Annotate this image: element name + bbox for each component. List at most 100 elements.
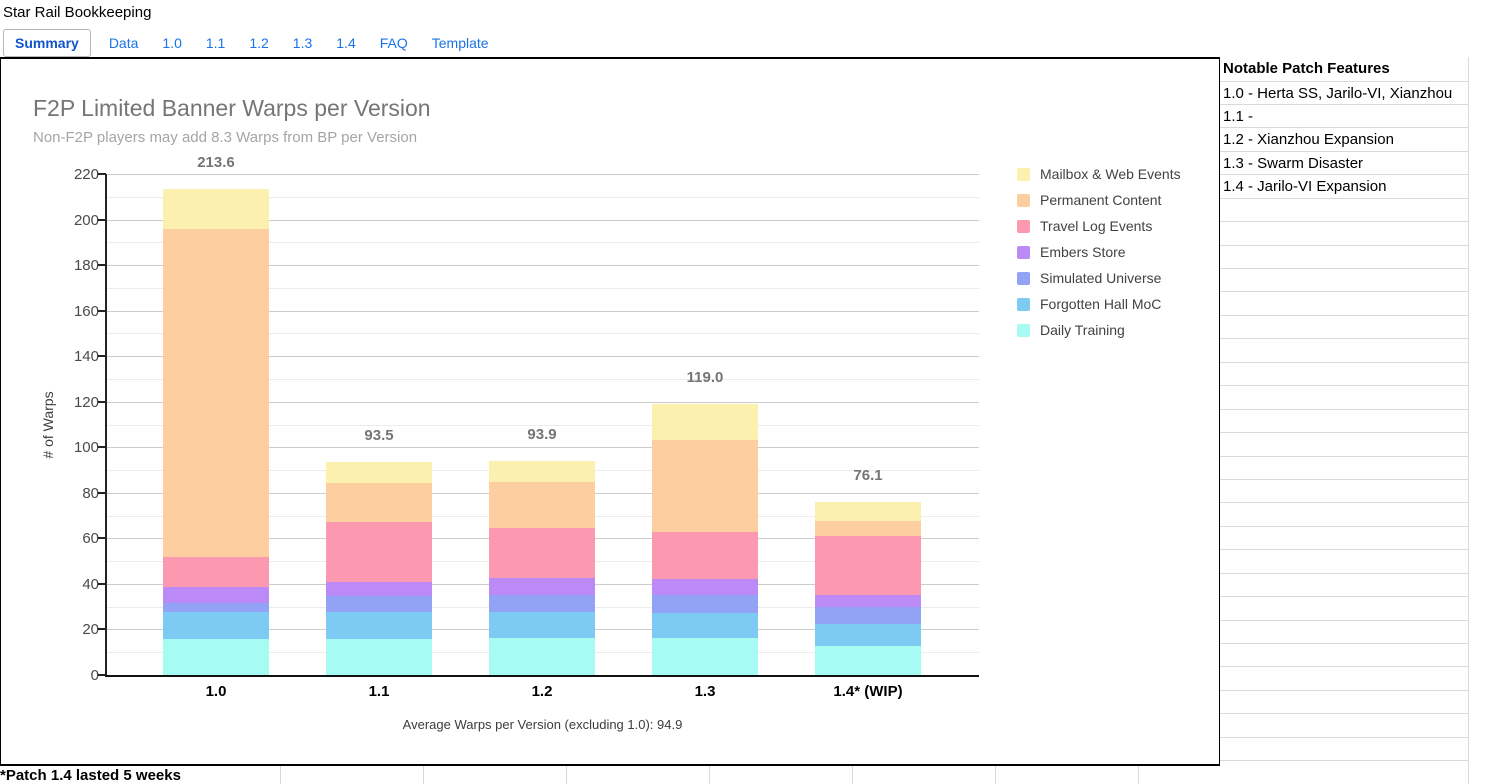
empty-cell bbox=[1220, 503, 1468, 527]
feature-header-cell: Notable Patch Features bbox=[1220, 57, 1468, 82]
y-tick-label: 0 bbox=[90, 667, 99, 684]
bar-segment[interactable] bbox=[163, 603, 269, 613]
bar-segment[interactable] bbox=[163, 612, 269, 639]
bar-segment[interactable] bbox=[326, 596, 432, 613]
bar-segment[interactable] bbox=[815, 606, 921, 624]
gridline bbox=[106, 333, 979, 335]
bar-segment[interactable] bbox=[326, 638, 432, 675]
bar-segment[interactable] bbox=[489, 527, 595, 578]
bar-segment[interactable] bbox=[326, 521, 432, 582]
empty-cell bbox=[1220, 386, 1468, 410]
y-tick-label: 180 bbox=[73, 257, 99, 275]
chart-legend: Mailbox & Web Events Permanent Content Tra… bbox=[1017, 161, 1181, 343]
bar-segment[interactable] bbox=[489, 481, 595, 528]
bar-segment[interactable] bbox=[652, 594, 758, 613]
grid-column-divider bbox=[1138, 766, 1139, 784]
tab-1-0[interactable]: 1.0 bbox=[162, 35, 182, 51]
chart-card: F2P Limited Banner Warps per Version Non… bbox=[0, 57, 1220, 766]
legend-swatch-icon bbox=[1017, 245, 1030, 259]
bar-segment[interactable] bbox=[815, 594, 921, 607]
bar-segment[interactable] bbox=[815, 535, 921, 595]
grid-column-divider bbox=[995, 766, 996, 784]
bar-segment[interactable] bbox=[652, 578, 758, 595]
empty-cell bbox=[1220, 480, 1468, 504]
empty-cell bbox=[1220, 714, 1468, 738]
empty-cell bbox=[1220, 222, 1468, 246]
bar-total-label: 76.1 bbox=[853, 466, 883, 484]
bar-segment[interactable] bbox=[163, 638, 269, 675]
legend-label: Forgotten Hall MoC bbox=[1040, 296, 1162, 312]
bar-segment[interactable] bbox=[163, 587, 269, 604]
y-axis-title: # of Warps bbox=[40, 391, 56, 459]
legend-item: Daily Training bbox=[1017, 317, 1181, 343]
y-axis-line bbox=[105, 174, 107, 675]
bar-segment[interactable] bbox=[326, 482, 432, 522]
tab-1-3[interactable]: 1.3 bbox=[292, 35, 313, 51]
gridline bbox=[106, 265, 979, 267]
bar-total-label: 93.5 bbox=[364, 427, 394, 445]
bar-segment[interactable] bbox=[652, 404, 758, 440]
bar-segment[interactable] bbox=[815, 645, 921, 675]
bar-segment[interactable] bbox=[489, 577, 595, 595]
empty-cell bbox=[1220, 644, 1468, 668]
bar-segment[interactable] bbox=[815, 520, 921, 536]
gridline bbox=[106, 378, 979, 380]
grid-column-divider bbox=[423, 766, 424, 784]
tab-1-2[interactable]: 1.2 bbox=[249, 35, 269, 51]
legend-label: Daily Training bbox=[1040, 322, 1125, 338]
legend-label: Mailbox & Web Events bbox=[1040, 166, 1181, 182]
feature-row: 1.4 - Jarilo-VI Expansion bbox=[1220, 175, 1468, 199]
gridline bbox=[106, 310, 979, 312]
legend-swatch-icon bbox=[1017, 323, 1030, 337]
bar-segment[interactable] bbox=[652, 637, 758, 675]
chart-subtitle: Non-F2P players may add 8.3 Warps from B… bbox=[33, 129, 418, 146]
bar-segment[interactable] bbox=[489, 637, 595, 675]
tab-1-1[interactable]: 1.1 bbox=[205, 35, 226, 51]
empty-cell bbox=[1220, 363, 1468, 387]
bar-segment[interactable] bbox=[652, 439, 758, 532]
tab-faq[interactable]: FAQ bbox=[379, 35, 408, 51]
bar-segment[interactable] bbox=[815, 501, 921, 521]
gridline bbox=[106, 424, 979, 426]
tab-data[interactable]: Data bbox=[108, 35, 139, 51]
y-tick-label: 20 bbox=[82, 621, 99, 639]
bar-segment[interactable] bbox=[326, 612, 432, 639]
spreadsheet-title: Star Rail Bookkeeping bbox=[3, 4, 152, 21]
bar-segment[interactable] bbox=[489, 611, 595, 638]
bar-segment[interactable] bbox=[489, 594, 595, 612]
grid-column-divider bbox=[709, 766, 710, 784]
bar-segment[interactable] bbox=[326, 462, 432, 483]
bar-segment[interactable] bbox=[652, 531, 758, 579]
empty-cell bbox=[1220, 738, 1468, 762]
tab-template[interactable]: Template bbox=[431, 35, 489, 51]
empty-cell bbox=[1220, 761, 1468, 784]
notable-features-panel: Notable Patch Features 1.0 - Herta SS, Ja… bbox=[1220, 57, 1487, 784]
bar-segment[interactable] bbox=[815, 623, 921, 646]
bar-segment[interactable] bbox=[163, 228, 269, 557]
legend-swatch-icon bbox=[1017, 193, 1030, 207]
chart-title: F2P Limited Banner Warps per Version bbox=[33, 95, 431, 121]
bar-segment[interactable] bbox=[163, 556, 269, 588]
gridline bbox=[106, 401, 979, 403]
x-axis-line bbox=[105, 675, 979, 677]
bar-segment[interactable] bbox=[652, 612, 758, 638]
bar-segment[interactable] bbox=[489, 461, 595, 482]
empty-cell bbox=[1220, 410, 1468, 434]
tab-summary[interactable]: Summary bbox=[3, 29, 91, 57]
bar-segment[interactable] bbox=[163, 188, 269, 229]
legend-swatch-icon bbox=[1017, 219, 1030, 233]
y-tick-label: 80 bbox=[82, 484, 99, 502]
x-category-label: 1.3 bbox=[694, 683, 716, 700]
y-tick-mark bbox=[98, 173, 106, 175]
bar-segment[interactable] bbox=[326, 581, 432, 597]
tab-1-4[interactable]: 1.4 bbox=[336, 35, 356, 51]
gridline bbox=[106, 356, 979, 358]
y-tick-mark bbox=[98, 537, 106, 540]
x-axis-note: Average Warps per Version (excluding 1.0… bbox=[402, 717, 683, 732]
y-tick-label: 160 bbox=[73, 302, 99, 320]
legend-swatch-icon bbox=[1017, 297, 1030, 311]
y-tick-mark bbox=[98, 264, 106, 267]
empty-cell bbox=[1220, 574, 1468, 598]
y-tick-mark bbox=[98, 628, 106, 631]
footnote: *Patch 1.4 lasted 5 weeks bbox=[0, 767, 181, 784]
